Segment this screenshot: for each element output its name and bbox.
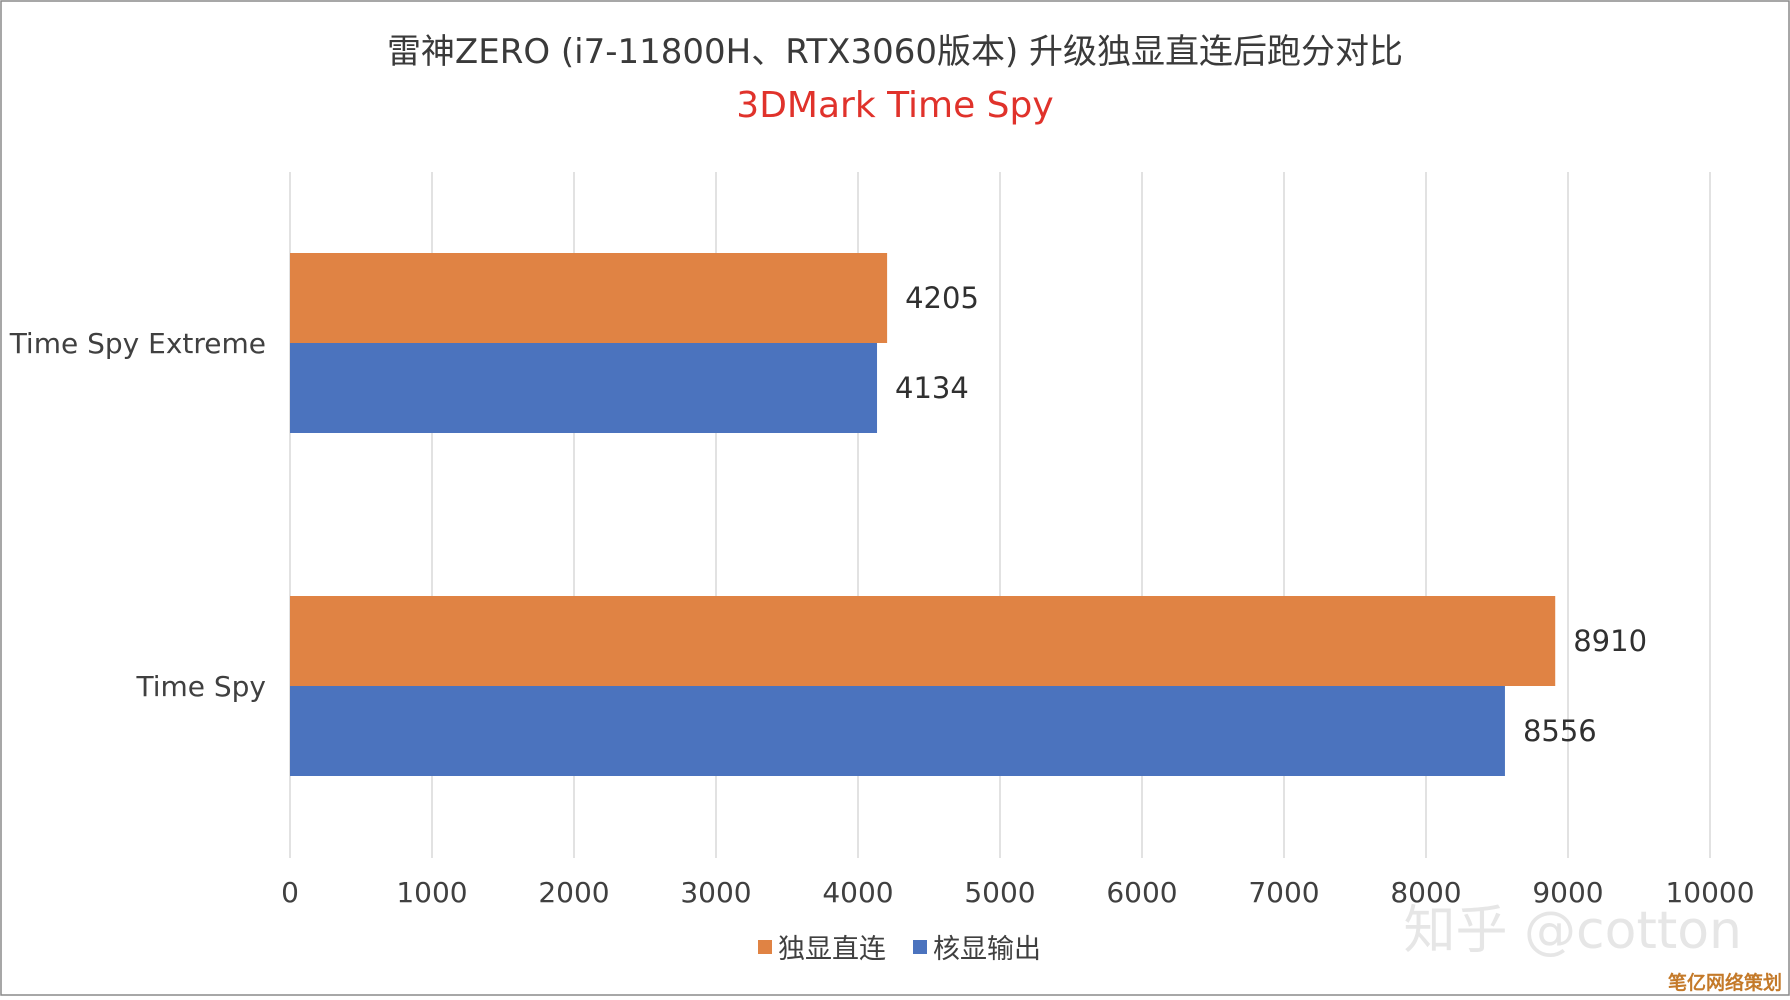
x-tick-label: 6000: [1106, 876, 1177, 909]
corner-watermark: 笔亿网络策划: [1668, 971, 1782, 994]
x-tick-label: 4000: [822, 876, 893, 909]
x-tick-label: 9000: [1532, 876, 1603, 909]
x-tick-label: 2000: [538, 876, 609, 909]
bar: [290, 596, 1556, 686]
category-label: Time Spy: [135, 670, 266, 703]
watermark-text: 知乎 @cotton: [1404, 901, 1742, 961]
legend-swatch: [913, 940, 927, 954]
legend: 独显直连 核显输出: [758, 934, 1041, 965]
data-labels: 4205 4134 8910 8556: [895, 281, 1647, 748]
data-label: 8910: [1573, 624, 1647, 658]
chart-subtitle: 3DMark Time Spy: [736, 85, 1053, 126]
x-tick-label: 1000: [396, 876, 467, 909]
x-tick-label: 0: [281, 876, 299, 909]
category-labels: Time Spy Extreme Time Spy: [9, 327, 266, 703]
x-tick-label: 7000: [1248, 876, 1319, 909]
chart-title: 雷神ZERO (i7-11800H、RTX3060版本) 升级独显直连后跑分对比: [387, 32, 1403, 72]
bar: [290, 253, 888, 343]
legend-swatch: [758, 940, 772, 954]
x-tick-label: 3000: [680, 876, 751, 909]
data-label: 4205: [905, 281, 979, 315]
x-axis-ticks: 0 1000 2000 3000 4000 5000 6000 7000 8000 9000 100…: [281, 876, 1754, 909]
category-label: Time Spy Extreme: [9, 327, 266, 360]
x-tick-label: 10000: [1665, 876, 1754, 909]
bar: [290, 686, 1505, 776]
x-tick-label: 8000: [1390, 876, 1461, 909]
bars: [290, 253, 1556, 776]
data-label: 4134: [895, 371, 969, 405]
legend-label: 核显输出: [933, 934, 1041, 965]
bar: [290, 343, 878, 433]
legend-label: 独显直连: [778, 934, 886, 965]
x-tick-label: 5000: [964, 876, 1035, 909]
data-label: 8556: [1523, 714, 1597, 748]
